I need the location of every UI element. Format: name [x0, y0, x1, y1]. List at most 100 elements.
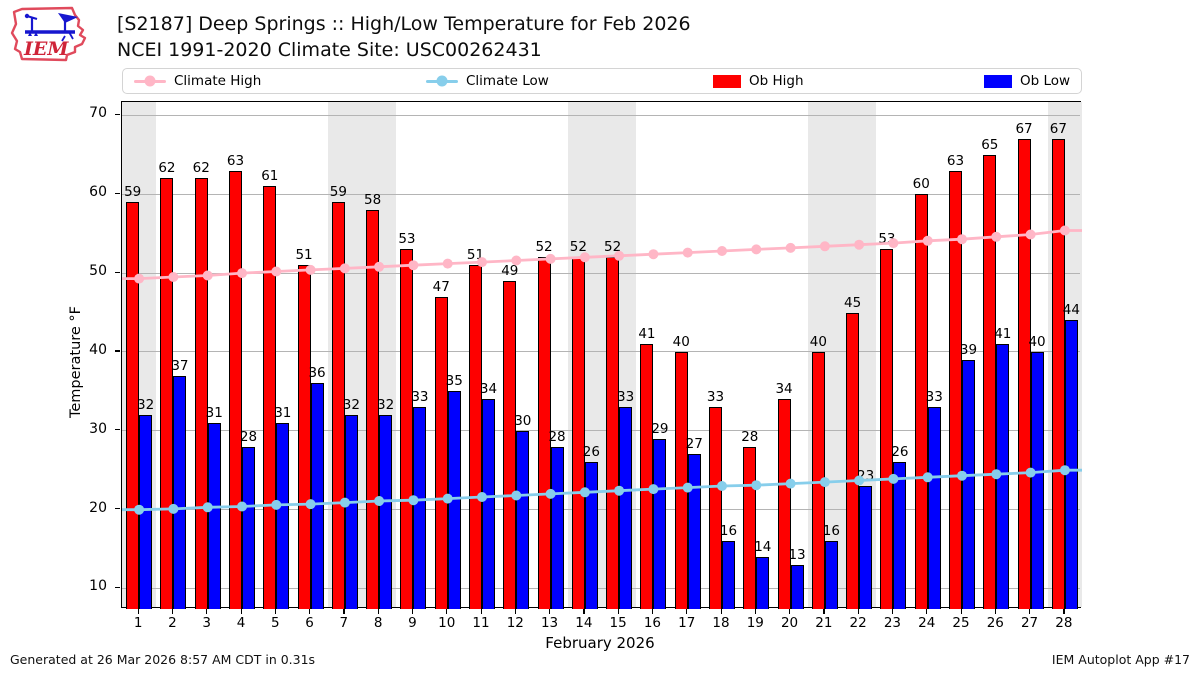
- x-tick-label: 3: [202, 615, 211, 631]
- x-tick-mark: [1029, 609, 1031, 614]
- x-tick-label: 22: [849, 615, 867, 631]
- footer-app-text: IEM Autoplot App #17: [1051, 652, 1190, 667]
- x-tick-mark: [480, 609, 482, 614]
- bar-ob-high: [674, 351, 688, 609]
- bar-value-label: 14: [754, 538, 772, 555]
- climate-high-marker: [682, 247, 693, 258]
- y-tick-label: 30: [89, 420, 107, 437]
- bar-ob-low: [790, 564, 804, 609]
- bar-ob-low: [482, 399, 495, 609]
- bar-value-label: 41: [994, 326, 1012, 343]
- ob-high-bar-swatch: [713, 74, 741, 88]
- footer-generated-text: Generated at 26 Mar 2026 8:57 AM CDT in …: [10, 652, 316, 667]
- chart-legend: Climate High Climate Low Ob High Ob Low: [122, 68, 1082, 94]
- x-tick-label: 20: [780, 615, 799, 631]
- x-tick-mark: [686, 609, 688, 614]
- gridline: [122, 351, 1080, 353]
- bar-ob-high: [1051, 139, 1065, 609]
- x-tick-label: 14: [575, 615, 593, 631]
- title-block: [S2187] Deep Springs :: High/Low Tempera…: [117, 11, 691, 63]
- bar-ob-low: [242, 446, 255, 609]
- bar-value-label: 32: [377, 397, 395, 414]
- bar-ob-low: [962, 359, 975, 609]
- bar-ob-low: [344, 415, 358, 609]
- y-tick-label: 10: [89, 578, 107, 595]
- bar-ob-high: [880, 249, 894, 609]
- bar-value-label: 53: [878, 231, 896, 248]
- legend-label: Climate High: [174, 73, 262, 89]
- x-tick-label: 9: [408, 615, 417, 631]
- bar-ob-low: [310, 383, 324, 609]
- bar-value-label: 31: [274, 404, 292, 421]
- bar-value-label: 30: [514, 412, 532, 429]
- x-tick-mark: [617, 609, 619, 614]
- x-axis-label: February 2026: [545, 634, 655, 652]
- bar-value-label: 60: [912, 176, 930, 193]
- x-tick-mark: [1063, 609, 1065, 614]
- x-tick-label: 21: [815, 615, 833, 631]
- x-tick-label: 6: [305, 615, 314, 631]
- x-tick-label: 2: [168, 615, 177, 631]
- x-tick-mark: [240, 609, 242, 614]
- legend-item-climate-low: Climate Low: [426, 69, 549, 93]
- legend-item-climate-high: Climate High: [134, 69, 261, 93]
- x-tick-mark: [171, 609, 174, 614]
- bar-ob-low: [584, 462, 598, 609]
- bar-value-label: 32: [137, 397, 155, 414]
- bar-value-label: 61: [261, 168, 279, 185]
- bar-value-label: 33: [706, 389, 725, 406]
- y-tick-label: 60: [89, 184, 107, 201]
- legend-label: Ob Low: [1020, 73, 1071, 89]
- bar-value-label: 34: [479, 381, 498, 398]
- bar-ob-high: [263, 186, 277, 609]
- x-tick-label: 27: [1020, 615, 1039, 631]
- bar-ob-low: [824, 541, 838, 609]
- bar-value-label: 26: [582, 444, 600, 461]
- bar-value-label: 59: [124, 184, 142, 201]
- x-tick-label: 24: [918, 615, 936, 631]
- bar-value-label: 40: [809, 333, 827, 350]
- climate-high-marker: [442, 258, 453, 269]
- legend-label: Climate Low: [466, 73, 549, 89]
- weather-station-glyph: [24, 13, 78, 42]
- bar-value-label: 35: [445, 373, 463, 390]
- x-tick-label: 1: [133, 615, 143, 631]
- y-tick-mark: [115, 429, 120, 431]
- y-tick-mark: [115, 192, 120, 194]
- bar-ob-high: [606, 257, 620, 609]
- bar-ob-low: [1030, 351, 1044, 609]
- bar-ob-low: [687, 454, 701, 609]
- bar-ob-low: [276, 422, 290, 609]
- bar-ob-high: [811, 351, 825, 609]
- climate-high-marker: [785, 242, 796, 253]
- bar-value-label: 31: [205, 404, 223, 421]
- gridline: [122, 193, 1080, 195]
- x-tick-mark: [754, 609, 756, 614]
- bar-ob-low: [516, 430, 530, 609]
- bar-value-label: 28: [548, 428, 566, 445]
- x-tick-label: 26: [986, 615, 1004, 631]
- bar-value-label: 37: [171, 357, 189, 374]
- bar-ob-high: [160, 178, 174, 609]
- bar-ob-high: [846, 312, 860, 609]
- bar-value-label: 29: [651, 420, 669, 437]
- x-tick-label: 19: [746, 615, 764, 631]
- y-tick-mark: [115, 350, 120, 352]
- bar-ob-high: [983, 154, 997, 609]
- x-tick-mark: [583, 609, 585, 614]
- x-tick-mark: [514, 609, 516, 614]
- bar-ob-high: [434, 296, 448, 609]
- x-tick-mark: [309, 609, 311, 614]
- x-tick-mark: [377, 609, 379, 614]
- bar-value-label: 33: [411, 389, 429, 406]
- gridline: [122, 430, 1080, 432]
- bar-ob-high: [1017, 139, 1031, 609]
- bar-value-label: 67: [1015, 121, 1033, 138]
- bar-value-label: 47: [432, 278, 450, 295]
- bar-value-label: 62: [158, 160, 176, 177]
- x-tick-mark: [891, 609, 894, 614]
- x-tick-label: 8: [373, 615, 383, 631]
- bar-value-label: 33: [925, 389, 943, 406]
- bar-value-label: 51: [466, 247, 485, 264]
